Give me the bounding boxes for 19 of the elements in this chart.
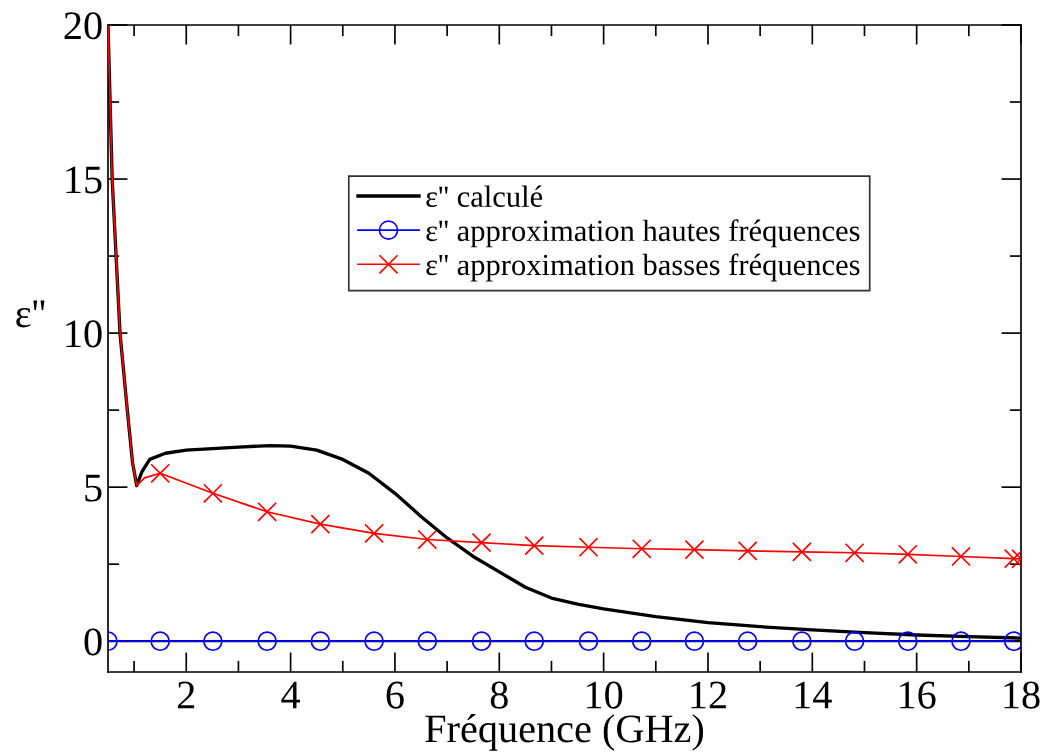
y-tick-label: 20 bbox=[64, 12, 102, 40]
y-tick-label: 5 bbox=[85, 474, 102, 502]
x-tick-label: 18 bbox=[1004, 681, 1040, 709]
x-axis-title: Fréquence (GHz) bbox=[425, 714, 704, 751]
x-tick-label: 10 bbox=[587, 681, 623, 709]
y-axis-title: ε'' bbox=[16, 300, 45, 328]
y-tick-label: 0 bbox=[84, 628, 102, 656]
x-tick-label: 8 bbox=[490, 681, 508, 709]
x-tick-label: 6 bbox=[386, 681, 404, 709]
legend-label: ε'' approximation basses fréquences bbox=[426, 253, 860, 282]
x-tick-label: 14 bbox=[795, 681, 832, 709]
legend-label: ε'' calculé bbox=[426, 185, 543, 207]
y-tick-label: 15 bbox=[66, 166, 102, 194]
x-tick-label: 16 bbox=[900, 681, 936, 709]
x-tick-label: 2 bbox=[177, 681, 195, 709]
y-tick-label: 10 bbox=[66, 320, 102, 348]
x-tick-label: 12 bbox=[691, 681, 726, 709]
x-tick-label: 4 bbox=[281, 681, 301, 709]
legend-label: ε'' approximation hautes fréquences bbox=[426, 219, 860, 248]
